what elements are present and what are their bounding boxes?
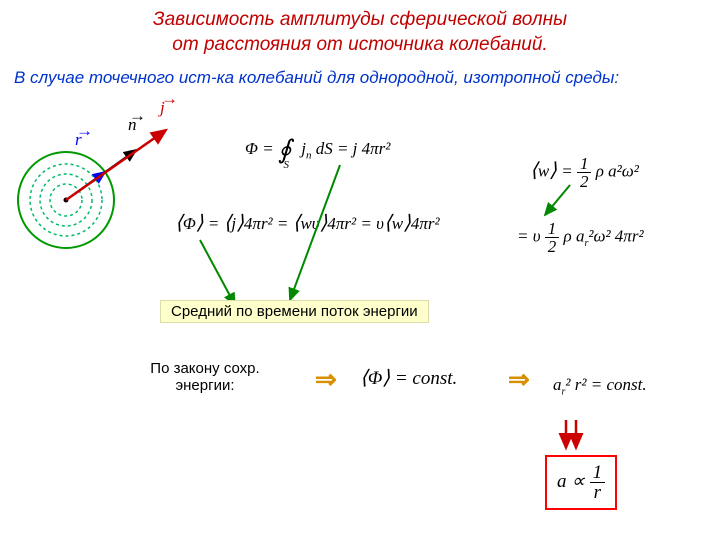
arrow-implies-2: ⇒ [508,364,530,395]
subtitle: В случае точечного ист-ка колебаний для … [14,67,706,89]
title-line2: от расстояния от источника колебаний. [172,34,547,55]
formula-flux-def: Φ = ∮S jn dS = j 4πr² [245,135,390,165]
conservation-label: По закону сохр. энергии: [125,360,285,394]
avg-flux-label: Средний по времени поток энергии [160,300,429,323]
formula-phi-avg: ⟨Φ⟩ = ⟨j⟩4πr² = ⟨wυ⟩4πr² = υ⟨w⟩4πr² [175,210,440,235]
vector-n-label: →n [128,115,137,135]
vector-r-label: →r [75,130,82,150]
sphere-diagram [6,110,196,280]
arrow-implies-1: ⇒ [315,364,337,395]
page-title: Зависимость амплитуды сферической волны … [14,8,706,57]
formula-w-avg: ⟨w⟩ = 12 ρ a²ω² [530,155,639,190]
title-line1: Зависимость амплитуды сферической волны [153,9,567,30]
formula-final-boxed: a ∝ 1r [545,455,617,510]
formula-phi-avg-2: = υ 12 ρ ar²ω² 4πr² [517,220,644,255]
formula-ar2r2: ar² r² = const. [553,375,647,397]
formula-phi-const: ⟨Φ⟩ = const. [360,365,457,390]
vector-j-label: →j [160,98,165,118]
